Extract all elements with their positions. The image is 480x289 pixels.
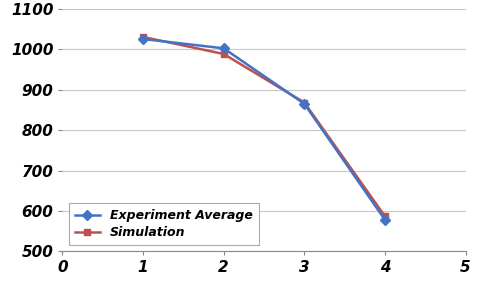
Legend: Experiment Average, Simulation: Experiment Average, Simulation <box>69 203 259 245</box>
Simulation <box>382 214 388 218</box>
Experiment Average <box>382 218 388 222</box>
Experiment Average <box>221 47 227 50</box>
Simulation <box>140 35 146 39</box>
Simulation <box>221 52 227 56</box>
Experiment Average <box>301 102 307 105</box>
Line: Experiment Average: Experiment Average <box>140 36 388 223</box>
Experiment Average <box>140 37 146 41</box>
Simulation <box>301 101 307 104</box>
Line: Simulation: Simulation <box>140 34 388 220</box>
